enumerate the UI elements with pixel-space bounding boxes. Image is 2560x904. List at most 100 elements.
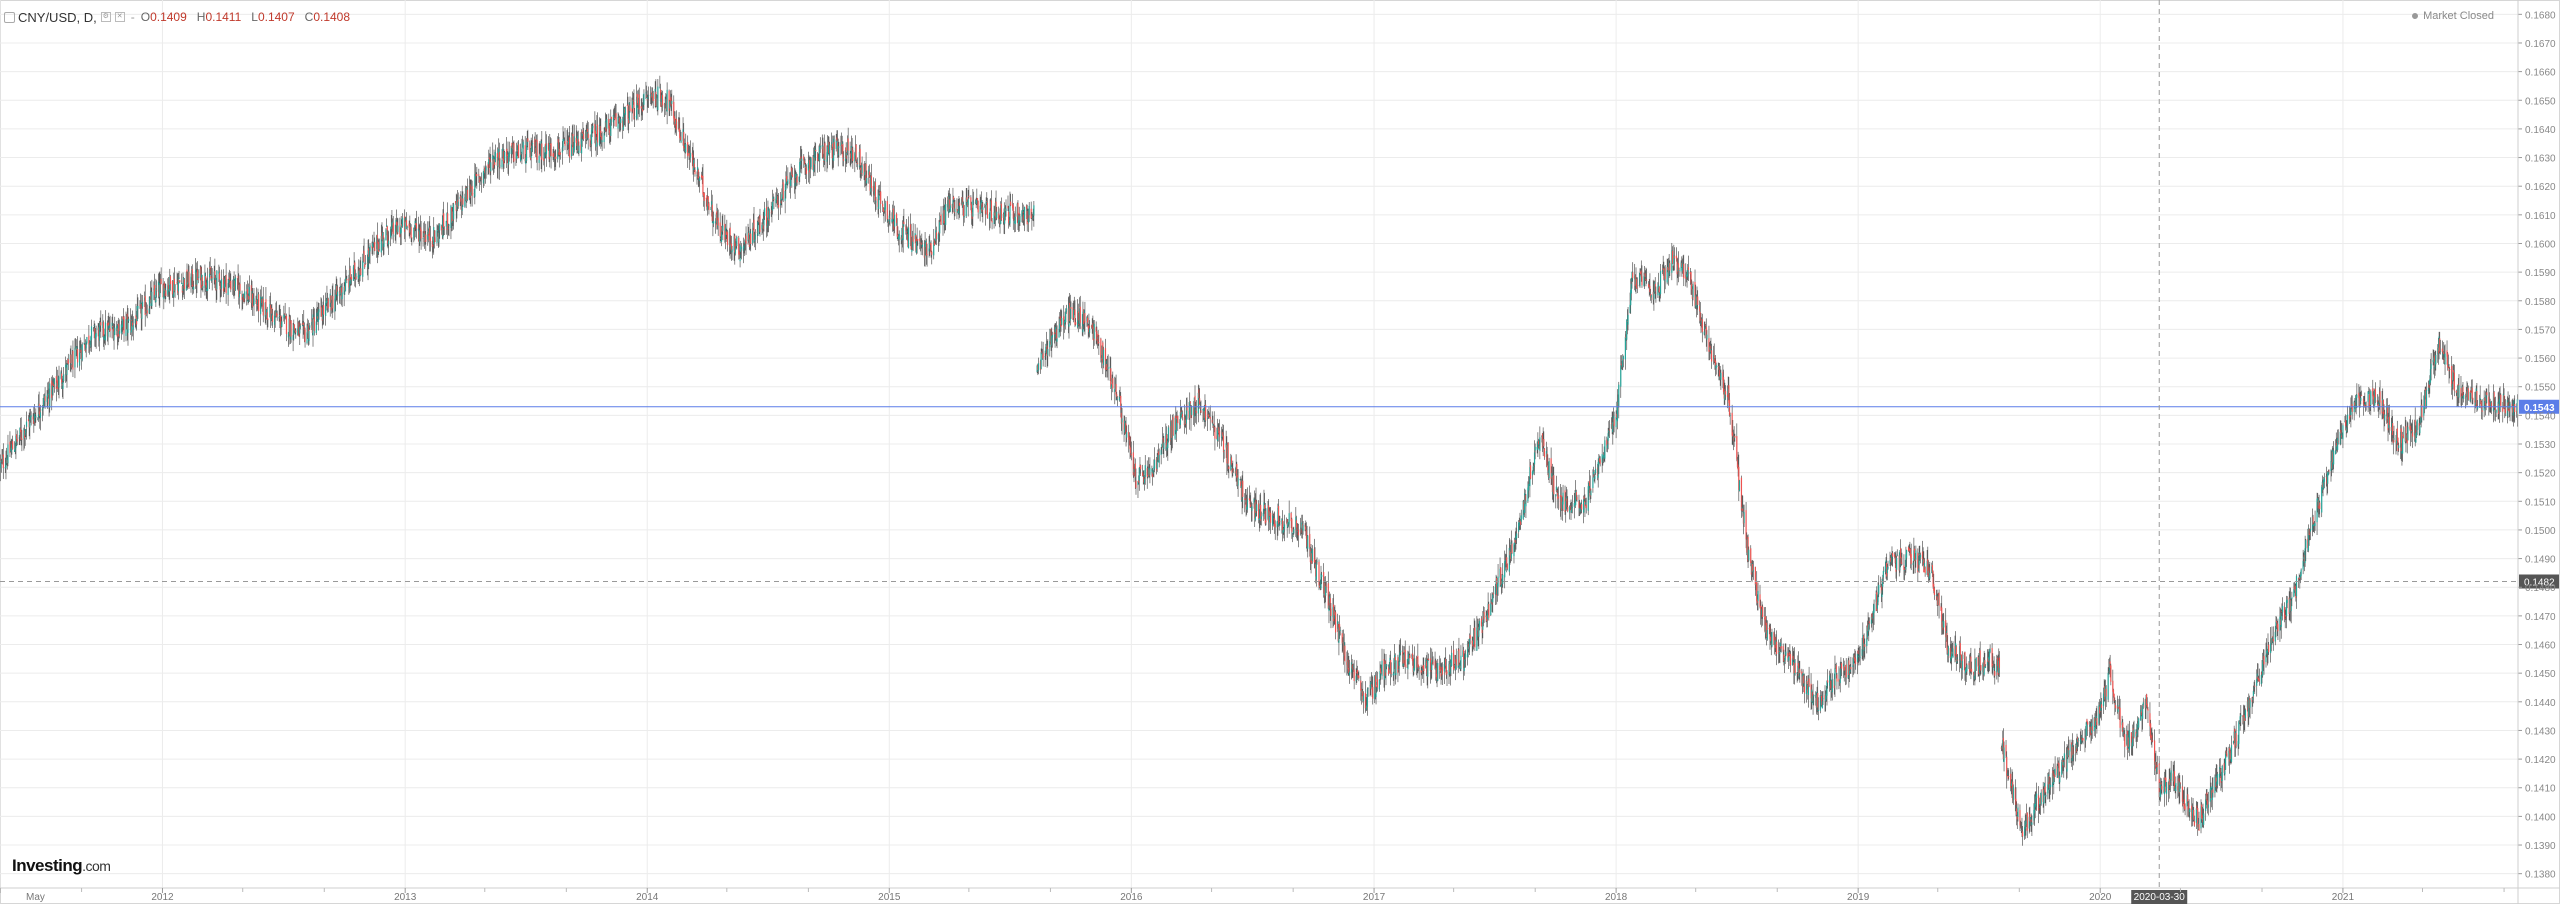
- candle-down: [1356, 672, 1358, 673]
- candle-up: [929, 241, 931, 249]
- candle-down: [1588, 480, 1591, 487]
- candle-up: [1579, 508, 1581, 512]
- candle-down: [2144, 699, 2146, 708]
- candle-down: [1007, 206, 1009, 209]
- candle-down: [725, 230, 727, 235]
- candle-up: [1659, 271, 1662, 295]
- candle-down: [2223, 763, 2225, 773]
- candle-down: [1039, 360, 1042, 370]
- candle-up: [2155, 767, 2158, 772]
- candle-up: [289, 323, 292, 340]
- candle-up: [1021, 211, 1023, 217]
- candle-down: [1365, 706, 1367, 708]
- candle-up: [174, 284, 176, 291]
- candle-up: [2121, 721, 2123, 726]
- candle-down: [856, 162, 859, 164]
- candle-up: [2214, 777, 2216, 794]
- candle-up: [2061, 759, 2064, 765]
- candle-down: [1551, 475, 1554, 493]
- candle-down: [1964, 652, 1966, 672]
- candle-down: [879, 192, 881, 194]
- candle-down: [1151, 472, 1154, 478]
- candle-down: [961, 197, 963, 206]
- candle-up: [1639, 272, 1641, 287]
- candle-down: [655, 91, 657, 107]
- candle-up: [2233, 731, 2235, 739]
- candle-down: [1567, 506, 1569, 512]
- candle-up: [935, 230, 937, 241]
- candle-up: [659, 87, 661, 89]
- candle-up: [1603, 455, 1605, 457]
- candle-down: [209, 267, 211, 275]
- candle-down: [1130, 447, 1132, 454]
- candle-up: [2028, 817, 2030, 829]
- candle-down: [1060, 320, 1062, 327]
- candle-up: [34, 414, 36, 416]
- candle-up: [1720, 372, 1722, 380]
- candle-down: [2153, 740, 2156, 765]
- candle-up: [447, 227, 449, 229]
- candle-up: [1951, 651, 1953, 659]
- candle-down: [102, 322, 105, 337]
- candle-down: [1894, 557, 1896, 564]
- candle-up: [2239, 716, 2241, 723]
- candle-down: [2295, 585, 2297, 598]
- candle-up: [1829, 675, 1831, 686]
- candle-down: [1736, 436, 1738, 460]
- candle-up: [1463, 659, 1465, 672]
- candle-up: [1819, 695, 1821, 711]
- candle-down: [38, 403, 40, 415]
- candle-up: [151, 291, 153, 307]
- candle-up: [1527, 484, 1530, 491]
- candle-down: [577, 138, 579, 151]
- candle-up: [1878, 584, 1880, 595]
- candle-up: [191, 269, 193, 278]
- candle-down: [673, 101, 675, 119]
- candle-down: [503, 158, 505, 164]
- candle-up: [1905, 550, 1908, 558]
- candle-down: [1042, 353, 1044, 359]
- candle-down: [1074, 309, 1076, 325]
- candle-down: [2207, 800, 2209, 808]
- candle-up: [2034, 803, 2036, 806]
- candle-up: [1929, 572, 1931, 579]
- candle-up: [260, 296, 262, 315]
- candle-down: [112, 325, 114, 328]
- candle-up: [1862, 635, 1864, 650]
- candle-up: [1531, 471, 1534, 476]
- candle-up: [322, 308, 324, 320]
- candle-down: [162, 284, 164, 298]
- candle-up: [2035, 796, 2037, 808]
- candle-up: [376, 235, 378, 249]
- candle-down: [2182, 802, 2184, 806]
- candle-up: [132, 324, 134, 330]
- candle-up: [53, 378, 55, 385]
- candle-up: [758, 218, 760, 223]
- candle-down: [641, 108, 644, 112]
- candle-up: [854, 147, 857, 156]
- candle-up: [1444, 659, 1446, 665]
- candle-up: [2249, 699, 2251, 708]
- candle-up: [1831, 679, 1833, 693]
- candle-up: [716, 220, 719, 227]
- candle-down: [627, 104, 629, 119]
- candle-up: [1246, 506, 1248, 510]
- candle-down: [1501, 581, 1503, 584]
- candle-down: [1067, 308, 1069, 325]
- candle-down: [1773, 632, 1775, 645]
- candle-up: [358, 270, 360, 280]
- candle-up: [58, 376, 60, 388]
- candle-down: [1892, 552, 1894, 557]
- candle-up: [1235, 466, 1237, 477]
- candle-up: [2045, 794, 2047, 797]
- candle-up: [1514, 542, 1516, 545]
- candle-down: [1079, 306, 1081, 323]
- candle-up: [1608, 430, 1610, 433]
- candle-down: [2135, 732, 2137, 737]
- candle-up: [1565, 497, 1567, 502]
- candle-down: [773, 198, 775, 200]
- candle-up: [897, 235, 900, 240]
- candle-down: [366, 262, 368, 264]
- candle-down: [11, 441, 14, 450]
